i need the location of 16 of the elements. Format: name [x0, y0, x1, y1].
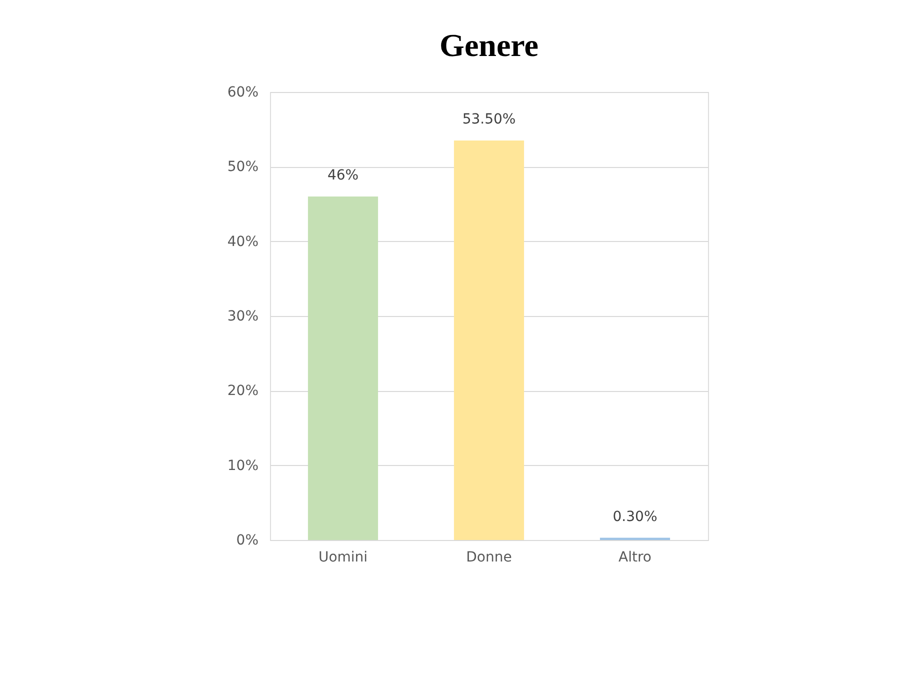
- y-tick-label: 30%: [227, 308, 258, 324]
- y-tick-label: 50%: [227, 159, 258, 176]
- y-tick-label: 40%: [227, 234, 258, 250]
- data-label: 46%: [327, 168, 359, 184]
- x-tick-label: Uomini: [318, 550, 368, 566]
- data-label: 0.30%: [612, 508, 658, 525]
- y-tick-label: 0%: [236, 532, 258, 548]
- y-tick-label: 20%: [227, 383, 258, 400]
- bar: [308, 196, 378, 540]
- y-tick-label: 10%: [227, 458, 258, 474]
- x-tick-label: Altro: [618, 550, 652, 566]
- x-tick-label: Donne: [466, 550, 512, 566]
- y-tick-label: 60%: [227, 84, 258, 100]
- bar: [454, 140, 524, 540]
- data-label: 53.50%: [462, 112, 516, 128]
- chart-title: Genere: [440, 27, 538, 63]
